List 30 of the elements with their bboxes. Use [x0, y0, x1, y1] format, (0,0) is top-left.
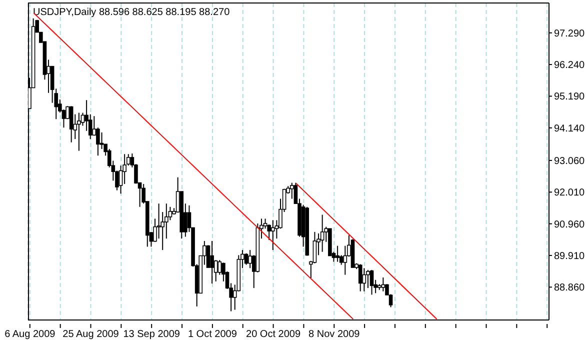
candlestick — [358, 264, 362, 292]
candlestick — [77, 112, 81, 152]
candlestick — [336, 245, 340, 262]
y-tick-label: 96.240 — [554, 60, 586, 72]
candlestick — [381, 276, 386, 292]
candlestick — [210, 240, 214, 284]
candlestick — [96, 127, 100, 156]
x-tick-label: 1 Oct 2009 — [188, 329, 238, 340]
y-tick-label: 94.140 — [554, 123, 586, 134]
candlestick — [69, 106, 74, 143]
candlestick — [320, 214, 324, 252]
candlestick — [370, 269, 374, 296]
x-tick-label: 8 Nov 2009 — [308, 329, 360, 340]
chart-title: USDJPY,Daily 88.596 88.625 88.195 88.270 — [33, 7, 230, 18]
y-tick-label: 93.060 — [554, 156, 586, 167]
y-tick-label: 92.010 — [554, 188, 586, 199]
y-tick-label: 88.860 — [554, 282, 586, 294]
candlestick — [248, 250, 252, 269]
x-tick-label: 25 Aug 2009 — [62, 329, 120, 340]
y-tick-label: 95.190 — [554, 92, 586, 103]
x-tick-label: 20 Oct 2009 — [246, 329, 301, 340]
y-tick-label: 97.290 — [554, 28, 586, 40]
candlestick — [270, 220, 275, 251]
y-tick-label: 90.960 — [554, 219, 586, 230]
x-tick-label: 6 Aug 2009 — [4, 329, 56, 340]
x-tick-label: 13 Sep 2009 — [123, 329, 180, 340]
y-tick-label: 89.910 — [554, 251, 586, 262]
candlestick — [366, 269, 370, 289]
candlestick — [362, 268, 366, 292]
candlestick — [244, 252, 248, 266]
